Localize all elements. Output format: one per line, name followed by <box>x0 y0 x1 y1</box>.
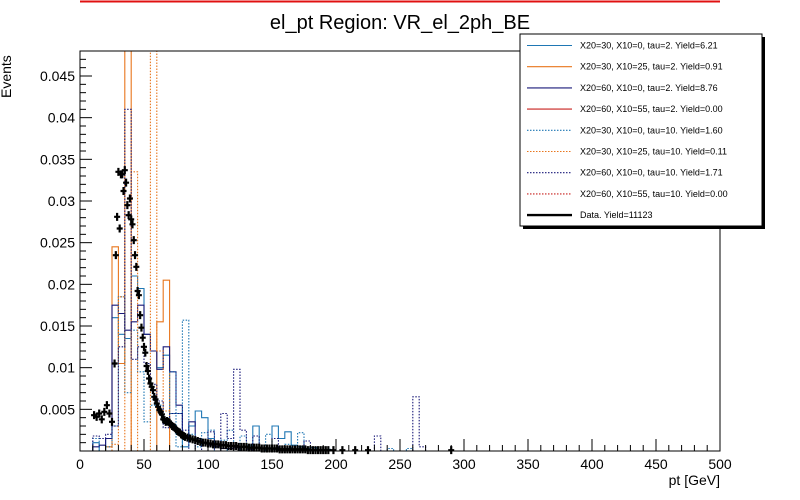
data-point <box>139 333 146 342</box>
y-tick-label: 0.045 <box>40 68 75 84</box>
data-point <box>112 251 119 260</box>
x-tick-label: 300 <box>452 456 476 472</box>
data-point <box>158 410 165 419</box>
legend-label-3: X20=60, X10=0, tau=2. Yield=8.76 <box>580 83 718 93</box>
data-point <box>111 359 118 368</box>
x-tick-label: 450 <box>644 456 668 472</box>
data-point <box>116 224 123 233</box>
legend-label-1: X20=30, X10=0, tau=2. Yield=6.21 <box>580 41 718 51</box>
legend: X20=30, X10=0, tau=2. Yield=6.21 X20=30, … <box>519 33 765 229</box>
legend-label-4: X20=60, X10=55, tau=2. Yield=0.00 <box>580 104 723 114</box>
data-point <box>152 395 159 404</box>
data-point <box>123 178 130 187</box>
series-7-line <box>92 108 427 452</box>
series-6-line <box>111 50 171 452</box>
data-point <box>128 215 135 224</box>
data-point <box>149 386 156 395</box>
data-point <box>126 194 133 203</box>
data-point <box>106 409 113 418</box>
legend-label-8: X20=60, X10=55, tau=10. Yield=0.00 <box>580 189 728 199</box>
data-point <box>133 262 140 271</box>
data-point <box>129 220 136 229</box>
legend-label-9: Data. Yield=11123 <box>580 210 652 220</box>
x-tick-label: 350 <box>516 456 540 472</box>
data-point <box>109 417 115 426</box>
x-tick-label: 0 <box>76 456 84 472</box>
data-point <box>137 311 144 320</box>
x-tick-label: 250 <box>388 456 412 472</box>
axes-layer: 0 50 100 150 200 250 300 350 400 450 500 0.005 0.01 0… <box>40 50 732 472</box>
data-point <box>121 166 128 175</box>
x-axis-label: pt [GeV] <box>669 472 720 488</box>
data-point <box>339 446 346 455</box>
y-tick-label: 0.035 <box>40 151 75 167</box>
x-tick-label: 50 <box>136 456 152 472</box>
data-point <box>119 170 126 179</box>
x-tick-label: 150 <box>260 456 284 472</box>
data-point <box>96 409 103 418</box>
data-point <box>120 187 127 195</box>
data-point <box>114 212 121 221</box>
data-point <box>330 446 337 455</box>
data-point <box>125 211 132 220</box>
legend-label-7: X20=60, X10=0, tau=10. Yield=1.71 <box>580 168 723 178</box>
y-tick-label: 0.04 <box>48 110 75 126</box>
series-2-line <box>105 50 176 452</box>
y-tick-label: 0.015 <box>40 318 75 334</box>
data-point <box>124 201 131 210</box>
x-tick-label: 100 <box>196 456 220 472</box>
y-tick-label: 0.005 <box>40 401 75 417</box>
data-point <box>101 407 108 416</box>
data-point <box>325 446 332 455</box>
data-point <box>141 342 147 351</box>
chart-title: el_pt Region: VR_el_2ph_BE <box>270 12 530 34</box>
data-point <box>144 367 151 375</box>
y-tick-label: 0.01 <box>48 360 75 376</box>
data-points-layer <box>91 166 455 455</box>
legend-label-6: X20=30, X10=25, tau=10. Yield=0.11 <box>580 147 727 157</box>
data-point <box>103 401 110 410</box>
x-tick-label: 200 <box>324 456 348 472</box>
series-layer <box>92 50 427 452</box>
y-tick-label: 0.03 <box>48 193 75 209</box>
data-point <box>130 236 137 245</box>
y-axis-label: Events <box>0 55 14 98</box>
y-tick-label: 0.025 <box>40 235 75 251</box>
data-point <box>135 291 142 300</box>
data-point <box>142 348 149 357</box>
x-tick-label: 500 <box>708 456 732 472</box>
data-point <box>143 362 150 370</box>
data-point <box>132 251 139 260</box>
data-point <box>134 287 141 295</box>
data-point <box>146 374 153 383</box>
legend-label-2: X20=30, X10=25, tau=2. Yield=0.91 <box>580 62 723 72</box>
data-point <box>352 446 359 455</box>
legend-label-5: X20=30, X10=0, tau=10. Yield=1.60 <box>580 125 723 135</box>
series-1-line <box>92 275 311 452</box>
data-point <box>98 415 105 424</box>
data-point <box>365 446 371 455</box>
data-point <box>138 323 145 332</box>
y-tick-label: 0.02 <box>48 276 75 292</box>
x-tick-label: 400 <box>580 456 604 472</box>
